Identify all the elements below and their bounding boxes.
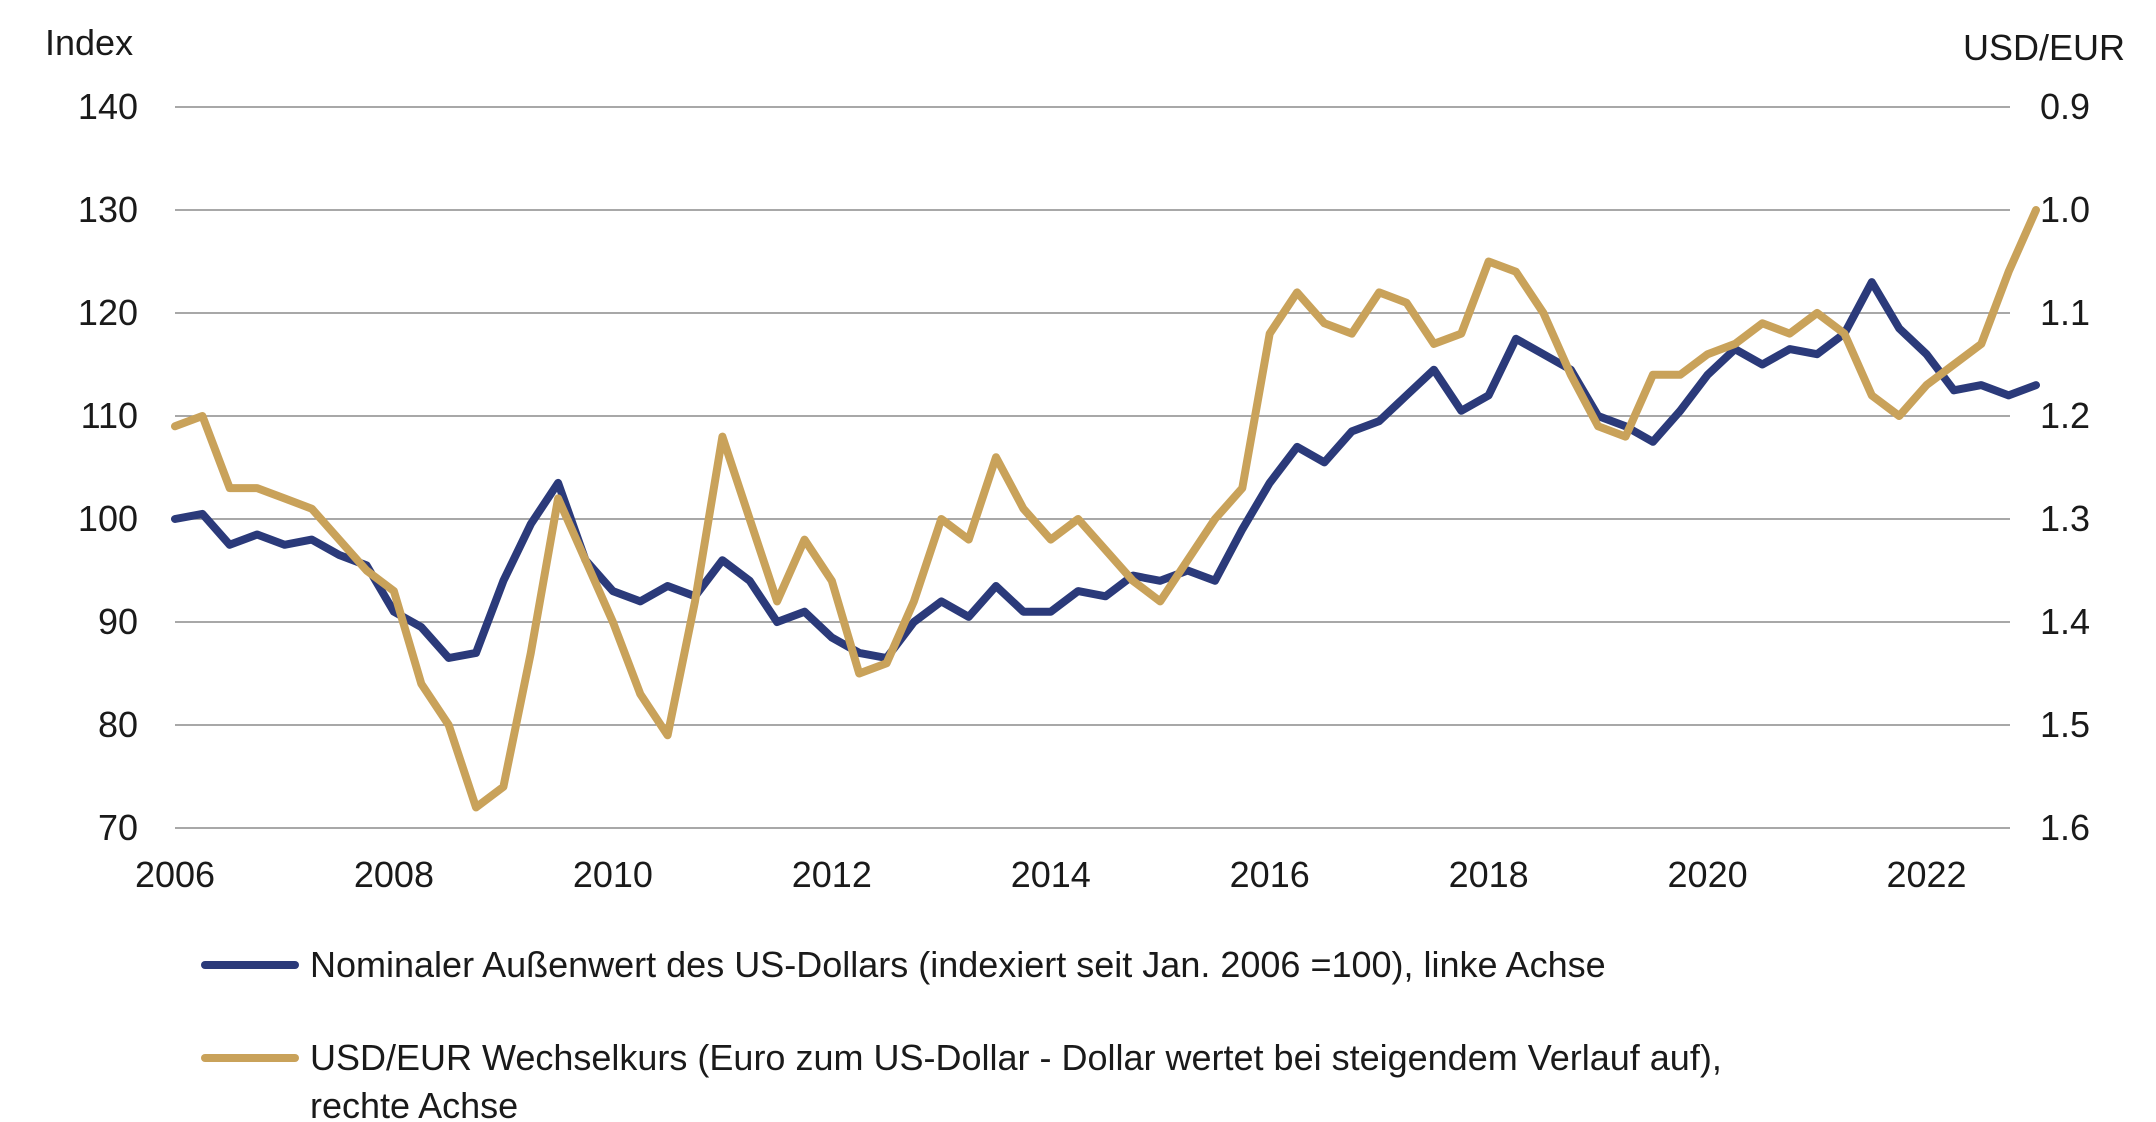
x-tick-label: 2016 [1230, 854, 1310, 895]
right-tick-label: 1.6 [2040, 807, 2090, 848]
x-tick-label: 2012 [792, 854, 872, 895]
right-tick-label: 0.9 [2040, 86, 2090, 127]
left-tick-label: 130 [78, 189, 138, 230]
x-tick-label: 2010 [573, 854, 653, 895]
left-tick-label: 100 [78, 498, 138, 539]
left-tick-label: 140 [78, 86, 138, 127]
right-tick-label: 1.5 [2040, 704, 2090, 745]
right-axis-title: USD/EUR [1963, 27, 2125, 68]
right-tick-label: 1.2 [2040, 395, 2090, 436]
x-tick-label: 2014 [1011, 854, 1091, 895]
chart-series [171, 206, 2040, 812]
right-tick-label: 1.0 [2040, 189, 2090, 230]
axis-ticks: 70 80 90 100 110 120 130 140 0.9 1.0 1.1 1.2 1.3 1.4 1… [78, 86, 2090, 895]
x-tick-label: 2006 [135, 854, 215, 895]
left-tick-label: 110 [81, 395, 138, 436]
x-tick-label: 2022 [1886, 854, 1966, 895]
x-tick-label: 2020 [1668, 854, 1748, 895]
x-tick-label: 2018 [1449, 854, 1529, 895]
left-tick-label: 70 [98, 807, 138, 848]
left-tick-label: 120 [78, 292, 138, 333]
legend: Nominaler Außenwert des US-Dollars (inde… [201, 944, 1722, 1122]
left-axis-title: Index [45, 22, 133, 63]
grid-lines [175, 106, 2010, 829]
usd-eur-rate-line [171, 206, 2040, 812]
left-tick-label: 80 [98, 704, 138, 745]
right-tick-label: 1.1 [2040, 292, 2090, 333]
legend-label: USD/EUR Wechselkurs (Euro zum US-Dollar … [310, 1037, 1722, 1122]
x-tick-label: 2008 [354, 854, 434, 895]
right-tick-label: 1.4 [2040, 601, 2090, 642]
right-tick-label: 1.3 [2040, 498, 2090, 539]
dollar-index-line [171, 278, 2040, 662]
left-tick-label: 90 [98, 601, 138, 642]
legend-label: Nominaler Außenwert des US-Dollars (inde… [310, 944, 1606, 985]
